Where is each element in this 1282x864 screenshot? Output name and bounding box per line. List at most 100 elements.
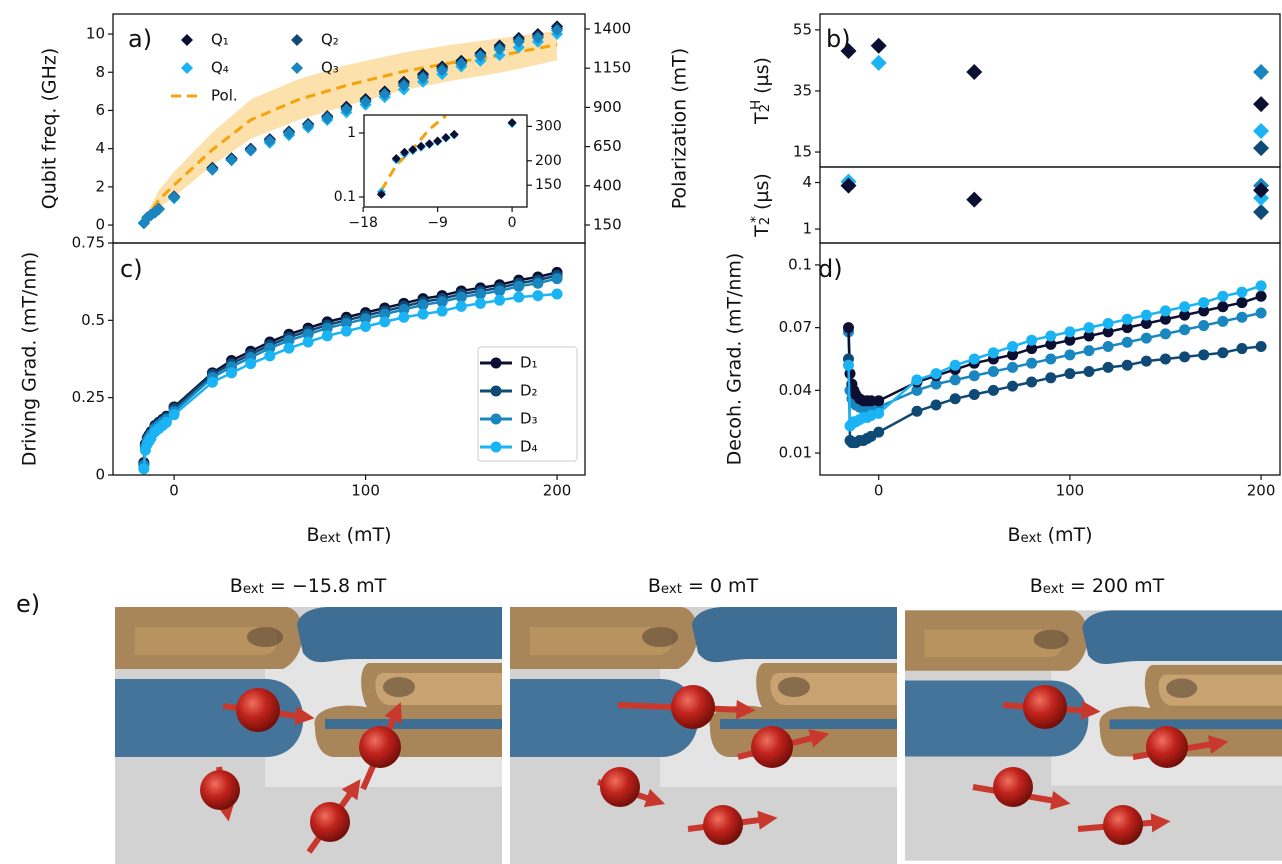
plot-area [843, 280, 1267, 448]
image-title-rest: = −15.8 mT [264, 575, 387, 597]
x-axis-label-sub: ext [1021, 531, 1042, 546]
circle-marker [1236, 287, 1247, 298]
diamond-marker [283, 127, 295, 139]
y-tick-label: 2 [95, 177, 105, 195]
circle-marker [360, 321, 371, 332]
circle-marker [398, 312, 409, 323]
y-tick-label: 0 [95, 466, 105, 484]
circle-marker [491, 414, 502, 425]
y-axis-label-base: T [751, 225, 773, 238]
panel-label: e) [16, 590, 40, 618]
y-tick-label: 0 [95, 216, 105, 234]
image-title-sub: ext [661, 582, 682, 597]
y-tick-label: 35 [793, 81, 812, 99]
x-axis-label: Bext (mT) [1007, 524, 1092, 547]
y2-tick-label: 650 [593, 137, 622, 155]
x-tick-label: 100 [1056, 482, 1085, 500]
legend-label: Q₂ [321, 31, 339, 49]
diamond-marker [1253, 123, 1269, 139]
x-axis-label-sub: ext [320, 531, 341, 546]
circle-marker [1256, 291, 1267, 302]
x-axis-label-base: B [1007, 524, 1020, 546]
circle-marker [491, 386, 502, 397]
y-tick-label: 1 [347, 125, 356, 141]
circle-marker [341, 326, 352, 337]
illustration: e) [16, 590, 1282, 864]
circle-marker [1026, 358, 1037, 369]
circle-marker [1026, 376, 1037, 387]
panel-label: a) [128, 25, 152, 53]
circle-marker [873, 427, 884, 438]
scene-image [510, 607, 897, 864]
y2-tick-label: 1150 [593, 59, 631, 77]
circle-marker [1045, 331, 1056, 342]
y-tick-label: 6 [95, 101, 105, 119]
circle-marker [969, 389, 980, 400]
circle-marker [1217, 316, 1228, 327]
circle-marker [1026, 335, 1037, 346]
circle-marker [931, 399, 942, 410]
circle-marker [1256, 280, 1267, 291]
legend-label: Q₁ [211, 31, 229, 49]
circle-marker [283, 343, 294, 354]
circle-marker [456, 301, 467, 312]
diamond-marker [966, 64, 982, 80]
diamond-marker [1253, 204, 1269, 220]
circle-marker [969, 370, 980, 381]
y-tick-label: 0.07 [779, 318, 812, 336]
y2-tick-label: 200 [535, 153, 562, 169]
y2-tick-label: 900 [593, 98, 622, 116]
circle-marker [1217, 291, 1228, 302]
circle-marker [532, 290, 543, 301]
circle-marker [491, 442, 502, 453]
diamond-marker [181, 34, 193, 46]
x-tick-label: 200 [1247, 482, 1276, 500]
y-axis-label-sup: H [749, 100, 764, 110]
x-axis-label: Bext (mT) [306, 524, 391, 547]
circle-marker [969, 354, 980, 365]
x-tick-label: 100 [351, 482, 380, 500]
y-tick-label: 0.04 [779, 381, 812, 399]
axes-frame [820, 14, 1280, 167]
circle-marker [988, 347, 999, 358]
circle-marker [1064, 326, 1075, 337]
circle-marker [1122, 360, 1133, 371]
image-title-base: B [1030, 575, 1043, 597]
y-tick-label: 4 [95, 139, 105, 157]
circle-marker [1122, 314, 1133, 325]
axes-frame [820, 167, 1280, 243]
y-tick-label: 55 [793, 20, 812, 38]
circle-marker [322, 330, 333, 341]
y-tick-label: 0.75 [72, 234, 105, 252]
circle-marker [1217, 347, 1228, 358]
circle-marker [1084, 322, 1095, 333]
image-title: Bext = 0 mT [648, 575, 759, 598]
y-tick-label: 0.1 [788, 255, 812, 273]
y2-tick-label: 1400 [593, 20, 631, 38]
circle-marker [931, 368, 942, 379]
circle-marker [437, 306, 448, 317]
circle-marker [1122, 337, 1133, 348]
diamond-marker [245, 145, 257, 157]
legend-label: D₁ [520, 354, 538, 372]
circle-marker [1103, 362, 1114, 373]
circle-marker [843, 360, 854, 371]
circle-marker [379, 316, 390, 327]
legend-label: Q₄ [211, 59, 229, 77]
y-axis-label: Driving Grad. (mT/nm) [19, 252, 41, 467]
legend-label: D₄ [520, 438, 538, 456]
circle-marker [245, 358, 256, 369]
y-axis-label: T2* (µs) [749, 173, 773, 238]
circle-marker [1160, 305, 1171, 316]
diamond-marker [1253, 64, 1269, 80]
image-title-base: B [230, 575, 243, 597]
y-axis-label: T2H (µs) [749, 57, 773, 125]
y-tick-label: 4 [802, 173, 812, 191]
scene-image [115, 607, 502, 864]
circle-marker [1179, 351, 1190, 362]
y-tick-label: 0.5 [81, 311, 105, 329]
panel-label: d) [818, 255, 843, 283]
circle-marker [303, 336, 314, 347]
circle-marker [1007, 381, 1018, 392]
circle-marker [513, 281, 524, 292]
